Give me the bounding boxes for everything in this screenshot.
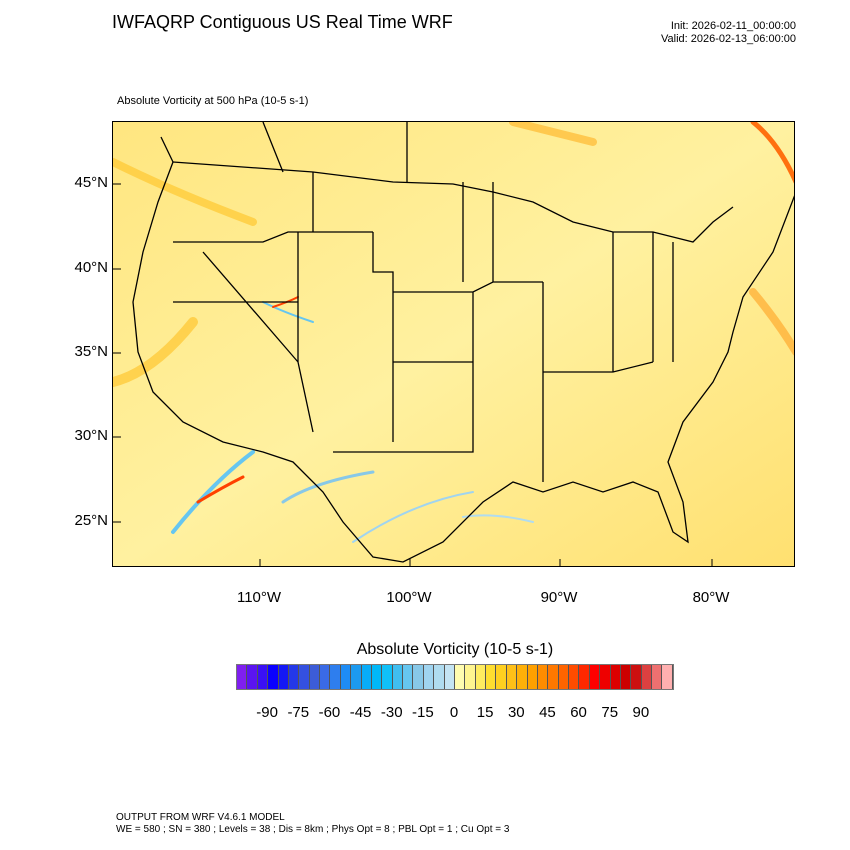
colorbar-tick-label: 60 (570, 704, 587, 721)
field-background (113, 122, 794, 566)
colorbar-swatch (486, 665, 497, 689)
colorbar-swatch (444, 665, 455, 689)
colorbar-swatch (257, 665, 269, 689)
colorbar-swatch (403, 665, 414, 689)
colorbar-tick-label: 90 (632, 704, 650, 721)
colorbar-swatch (268, 665, 279, 689)
colorbar-swatch (454, 665, 466, 689)
colorbar-swatch (413, 665, 424, 689)
colorbar-tick-label: -90 (256, 704, 278, 721)
colorbar-swatch (558, 665, 569, 689)
colorbar-swatch (371, 665, 383, 689)
colorbar-swatch (600, 665, 611, 689)
colorbar-swatch (434, 665, 445, 689)
map-canvas (113, 122, 794, 566)
colorbar-tick-label: -60 (318, 704, 341, 721)
colorbar-swatch (320, 665, 331, 689)
lat-label-25n: 25°N (74, 512, 108, 529)
colorbar-swatch (299, 665, 310, 689)
lon-label-80w: 80°W (692, 589, 730, 606)
colorbar-tick-label: -30 (380, 704, 403, 721)
field-label: Absolute Vorticity at 500 hPa (10-5 s-1) (117, 95, 309, 107)
colorbar-tick-label: -45 (349, 704, 372, 721)
colorbar-swatch (496, 665, 507, 689)
init-time: Init: 2026-02-11_00:00:00 (670, 20, 796, 32)
plot-title: IWFAQRP Contiguous US Real Time WRF (112, 12, 453, 32)
colorbar-tick-label: 75 (601, 704, 619, 721)
colorbar-swatch (237, 665, 248, 689)
vorticity-map (112, 121, 795, 567)
colorbar-labels: -90 -75 -60 -45 -30 -15 0 15 30 45 60 75 90 (236, 704, 672, 724)
colorbar-tick-label: -75 (287, 704, 310, 721)
colorbar-swatch (537, 665, 549, 689)
colorbar-swatch (579, 665, 590, 689)
model-info: OUTPUT FROM WRF V4.6.1 MODEL (116, 812, 285, 823)
latitude-ticks (113, 183, 713, 566)
lat-label-45n: 45°N (74, 174, 108, 191)
colorbar-swatch (351, 665, 362, 689)
lat-label-30n: 30°N (74, 427, 108, 444)
colorbar-swatch (423, 665, 435, 689)
colorbar-swatch (361, 665, 372, 689)
colorbar-swatch (330, 665, 341, 689)
lon-label-110w: 110°W (236, 589, 282, 606)
lon-label-100w: 100°W (386, 589, 432, 606)
lon-label-90w: 90°W (540, 589, 578, 606)
colorbar-swatch (506, 665, 518, 689)
colorbar-swatch (288, 665, 300, 689)
colorbar-swatch (392, 665, 403, 689)
colorbar-swatch (610, 665, 621, 689)
colorbar-swatch (309, 665, 320, 689)
colorbar-swatch (517, 665, 528, 689)
colorbar-swatch (652, 665, 663, 689)
colorbar-swatch (465, 665, 476, 689)
vorticity-streaks (113, 122, 794, 543)
colorbar-swatch (631, 665, 642, 689)
colorbar-tick-label: -15 (412, 704, 434, 721)
colorbar-swatch (475, 665, 486, 689)
colorbar (236, 664, 674, 690)
colorbar-swatch (340, 665, 352, 689)
colorbar-swatch (662, 665, 673, 689)
colorbar-swatch (247, 665, 258, 689)
colorbar-swatch (278, 665, 289, 689)
lat-label-40n: 40°N (74, 259, 108, 276)
colorbar-tick-label: 30 (507, 704, 525, 721)
colorbar-title: Absolute Vorticity (10-5 s-1) (356, 641, 554, 658)
colorbar-swatch (641, 665, 652, 689)
colorbar-tick-label: 0 (449, 704, 459, 721)
colorbar-tick-label: 45 (539, 704, 556, 721)
colorbar-swatch (382, 665, 393, 689)
lat-label-35n: 35°N (74, 343, 108, 360)
colorbar-tick-label: 15 (476, 704, 494, 721)
colorbar-swatch (527, 665, 538, 689)
colorbar-swatch (589, 665, 601, 689)
colorbar-swatch (620, 665, 632, 689)
model-config: WE = 580 ; SN = 380 ; Levels = 38 ; Dis … (116, 824, 510, 835)
map-boundaries (132, 122, 794, 563)
colorbar-swatch (569, 665, 580, 689)
colorbar-swatch (548, 665, 559, 689)
valid-time: Valid: 2026-02-13_06:00:00 (661, 33, 796, 45)
